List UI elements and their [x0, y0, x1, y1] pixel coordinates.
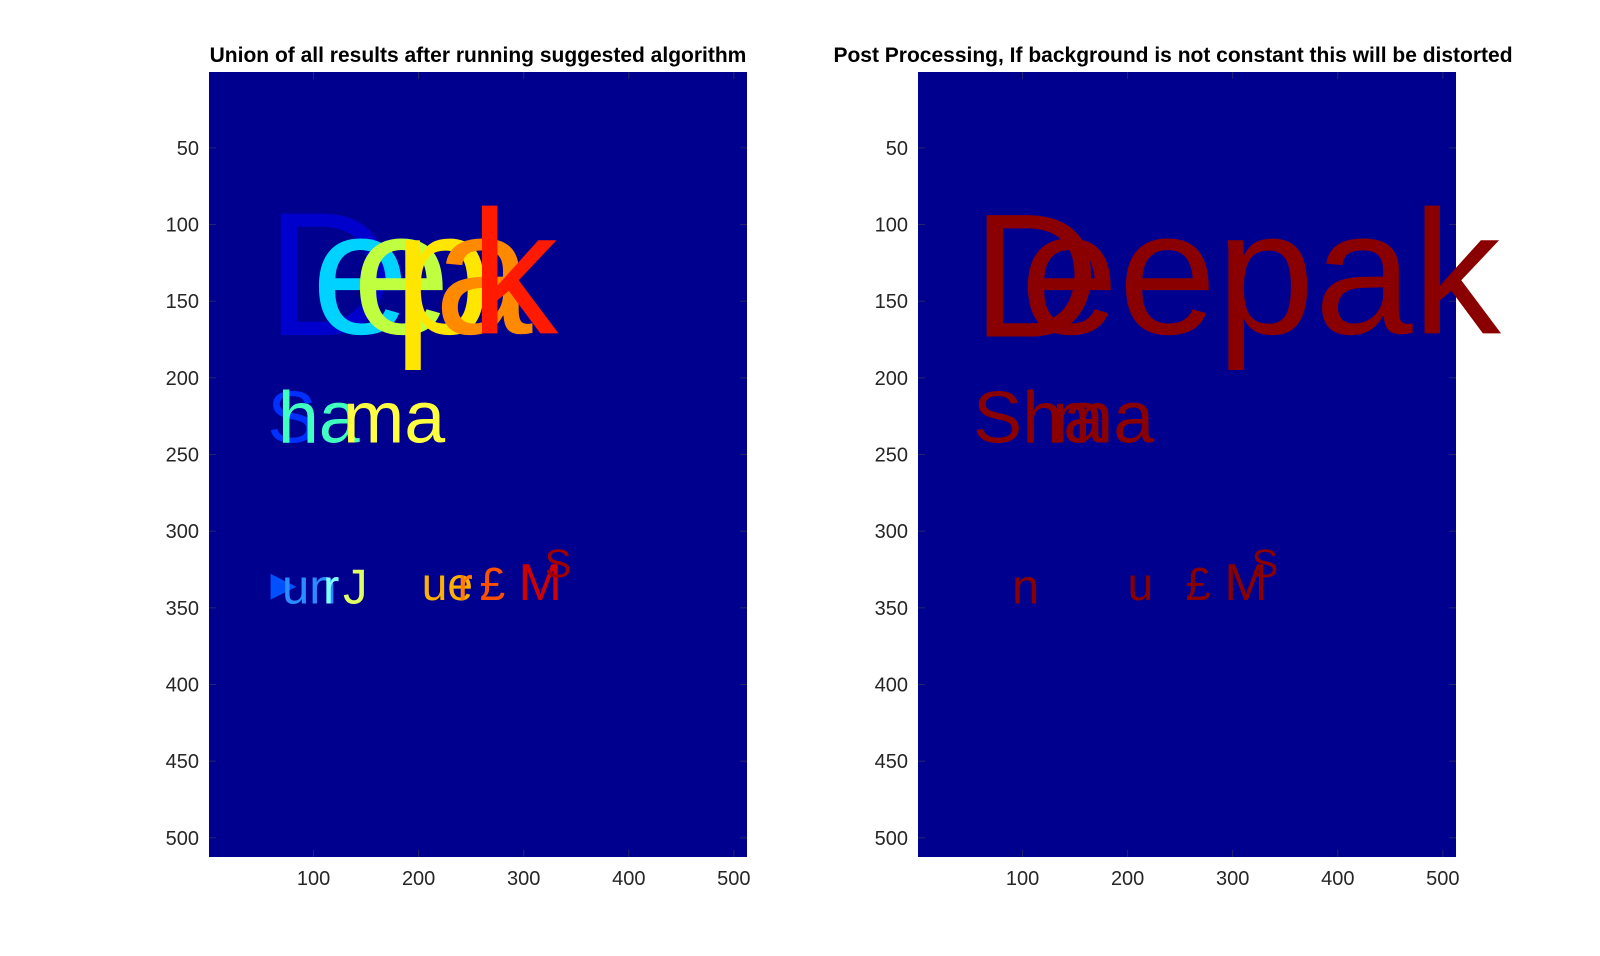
image-region-6: £	[1185, 558, 1211, 610]
image-region-1: e	[311, 174, 409, 371]
image-region-16: M	[518, 554, 561, 612]
y-tick-label: 50	[886, 138, 908, 160]
right-axes-background	[918, 72, 1456, 857]
right-x-axis: 100 200 300 400 500	[1006, 72, 1460, 890]
image-region-6: S	[267, 375, 316, 458]
x-tick-label: 500	[717, 868, 750, 890]
x-tick-label: 300	[507, 868, 540, 890]
left-image-panel: Union of all results after running sugge…	[166, 44, 751, 890]
image-region-4: n	[1012, 560, 1039, 614]
y-tick-label: 450	[166, 751, 199, 773]
y-tick-label: 400	[166, 675, 199, 697]
image-region-2: Sha	[973, 375, 1104, 458]
y-tick-label: 300	[875, 521, 908, 543]
right-y-axis: 50 100 150 200 250 300 350 400 450 500	[875, 138, 1456, 850]
image-region-8: ma	[343, 375, 445, 458]
image-region-3: p	[393, 174, 491, 371]
right-panel-title: Post Processing, If background is not co…	[833, 44, 1512, 67]
image-region-13: ue	[422, 558, 473, 610]
image-region-10: un	[282, 560, 337, 614]
y-tick-label: 150	[875, 291, 908, 313]
y-tick-label: 300	[166, 521, 199, 543]
image-region-0: D	[972, 177, 1099, 374]
x-tick-label: 200	[1111, 868, 1144, 890]
image-region-12: J	[343, 560, 368, 614]
x-tick-label: 200	[402, 868, 435, 890]
x-tick-label: 500	[1426, 868, 1459, 890]
y-tick-label: 200	[875, 368, 908, 390]
x-tick-label: 100	[297, 868, 330, 890]
right-image-panel: Post Processing, If background is not co…	[833, 44, 1512, 890]
y-tick-label: 250	[875, 445, 908, 467]
x-tick-label: 300	[1216, 868, 1249, 890]
image-region-7: M	[1224, 554, 1267, 612]
image-region-9: ▶	[270, 566, 296, 604]
left-y-axis: 50 100 150 200 250 300 350 400 450 500	[166, 138, 747, 850]
image-region-5: k	[470, 174, 559, 371]
image-region-0: D	[266, 176, 393, 373]
y-tick-label: 500	[166, 828, 199, 850]
y-tick-label: 200	[166, 368, 199, 390]
image-region-14: r	[458, 558, 473, 610]
x-tick-label: 400	[612, 868, 645, 890]
left-panel-title: Union of all results after running sugge…	[210, 44, 747, 67]
y-tick-label: 150	[166, 291, 199, 313]
image-region-1: eepak	[1020, 174, 1501, 371]
y-tick-label: 350	[166, 598, 199, 620]
image-region-8: S	[1252, 542, 1279, 586]
y-tick-label: 400	[875, 675, 908, 697]
y-tick-label: 350	[875, 598, 908, 620]
left-axes-background	[209, 72, 747, 857]
y-tick-label: 450	[875, 751, 908, 773]
image-region-4: a	[434, 174, 533, 371]
image-region-5: u	[1128, 558, 1154, 610]
image-region-2: e	[352, 174, 450, 371]
image-region-15: £	[480, 558, 506, 610]
x-tick-label: 400	[1321, 868, 1354, 890]
image-region-17: S	[545, 542, 572, 586]
x-tick-label: 100	[1006, 868, 1039, 890]
image-region-3: ma	[1052, 375, 1154, 458]
left-x-axis: 100 200 300 400 500	[297, 72, 751, 890]
image-region-7: ha	[278, 375, 360, 458]
y-tick-label: 50	[177, 138, 199, 160]
y-tick-label: 100	[875, 215, 908, 237]
y-tick-label: 100	[166, 215, 199, 237]
y-tick-label: 250	[166, 445, 199, 467]
y-tick-label: 500	[875, 828, 908, 850]
image-region-11: r	[323, 560, 339, 614]
